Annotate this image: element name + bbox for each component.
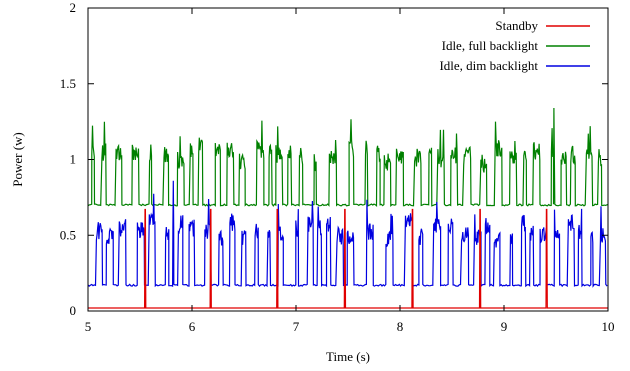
y-tick-label: 1 xyxy=(70,152,77,167)
x-tick-label: 9 xyxy=(501,319,508,334)
y-tick-label: 1.5 xyxy=(60,76,76,91)
y-tick-label: 0.5 xyxy=(60,227,76,242)
legend-label-2: Idle, dim backlight xyxy=(439,58,538,73)
y-tick-label: 2 xyxy=(70,0,77,15)
series-line-0 xyxy=(88,208,608,309)
axes: 5 6 7 8 9 10 0 0.5 1 1.5 2 xyxy=(60,0,615,334)
legend: Standby Idle, full backlight Idle, dim bac… xyxy=(439,18,590,73)
x-tick-label: 6 xyxy=(189,319,196,334)
x-tick-label: 10 xyxy=(602,319,615,334)
y-tick-label: 0 xyxy=(70,303,77,318)
legend-label-1: Idle, full backlight xyxy=(442,38,539,53)
x-tick-label: 7 xyxy=(293,319,300,334)
plot-area xyxy=(87,107,609,309)
series-line-1 xyxy=(87,107,609,208)
series-line-2 xyxy=(87,180,608,288)
x-tick-label: 8 xyxy=(397,319,404,334)
x-axis-label: Time (s) xyxy=(326,349,370,364)
y-axis-label: Power (w) xyxy=(10,132,25,187)
x-tick-label: 5 xyxy=(85,319,92,334)
legend-label-0: Standby xyxy=(495,18,538,33)
